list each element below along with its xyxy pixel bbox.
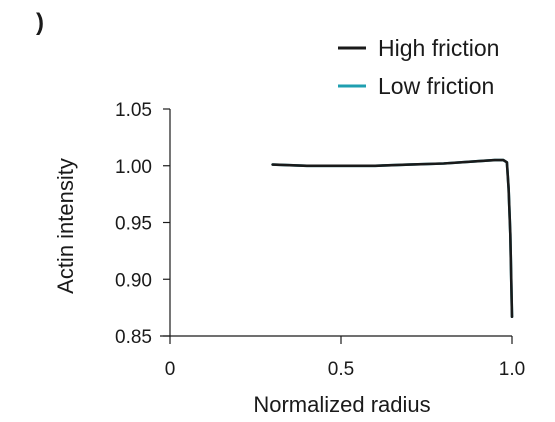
y-tick-label: 0.85 xyxy=(115,327,152,348)
series-line-low-friction xyxy=(271,158,514,318)
x-tick-label: 1.0 xyxy=(499,359,525,380)
y-tick-label: 1.05 xyxy=(115,100,152,121)
panel-label: ) xyxy=(36,9,44,36)
legend: High friction Low friction xyxy=(338,35,499,99)
y-tick-label: 1.00 xyxy=(115,157,152,178)
axes: 0.85 0.90 0.95 1.00 1.05 0 0.5 1.0 xyxy=(115,100,525,380)
series-line-high-friction xyxy=(271,158,514,318)
y-axis-label: Actin intensity xyxy=(53,158,78,294)
legend-label: Low friction xyxy=(378,73,494,99)
legend-label: High friction xyxy=(378,35,499,61)
x-tick-label: 0.5 xyxy=(328,359,354,380)
y-tick-label: 0.90 xyxy=(115,270,152,291)
x-tick-label: 0 xyxy=(165,359,176,380)
series-lines xyxy=(271,158,514,318)
x-axis-label: Normalized radius xyxy=(253,392,430,417)
y-tick-label: 0.95 xyxy=(115,214,152,235)
